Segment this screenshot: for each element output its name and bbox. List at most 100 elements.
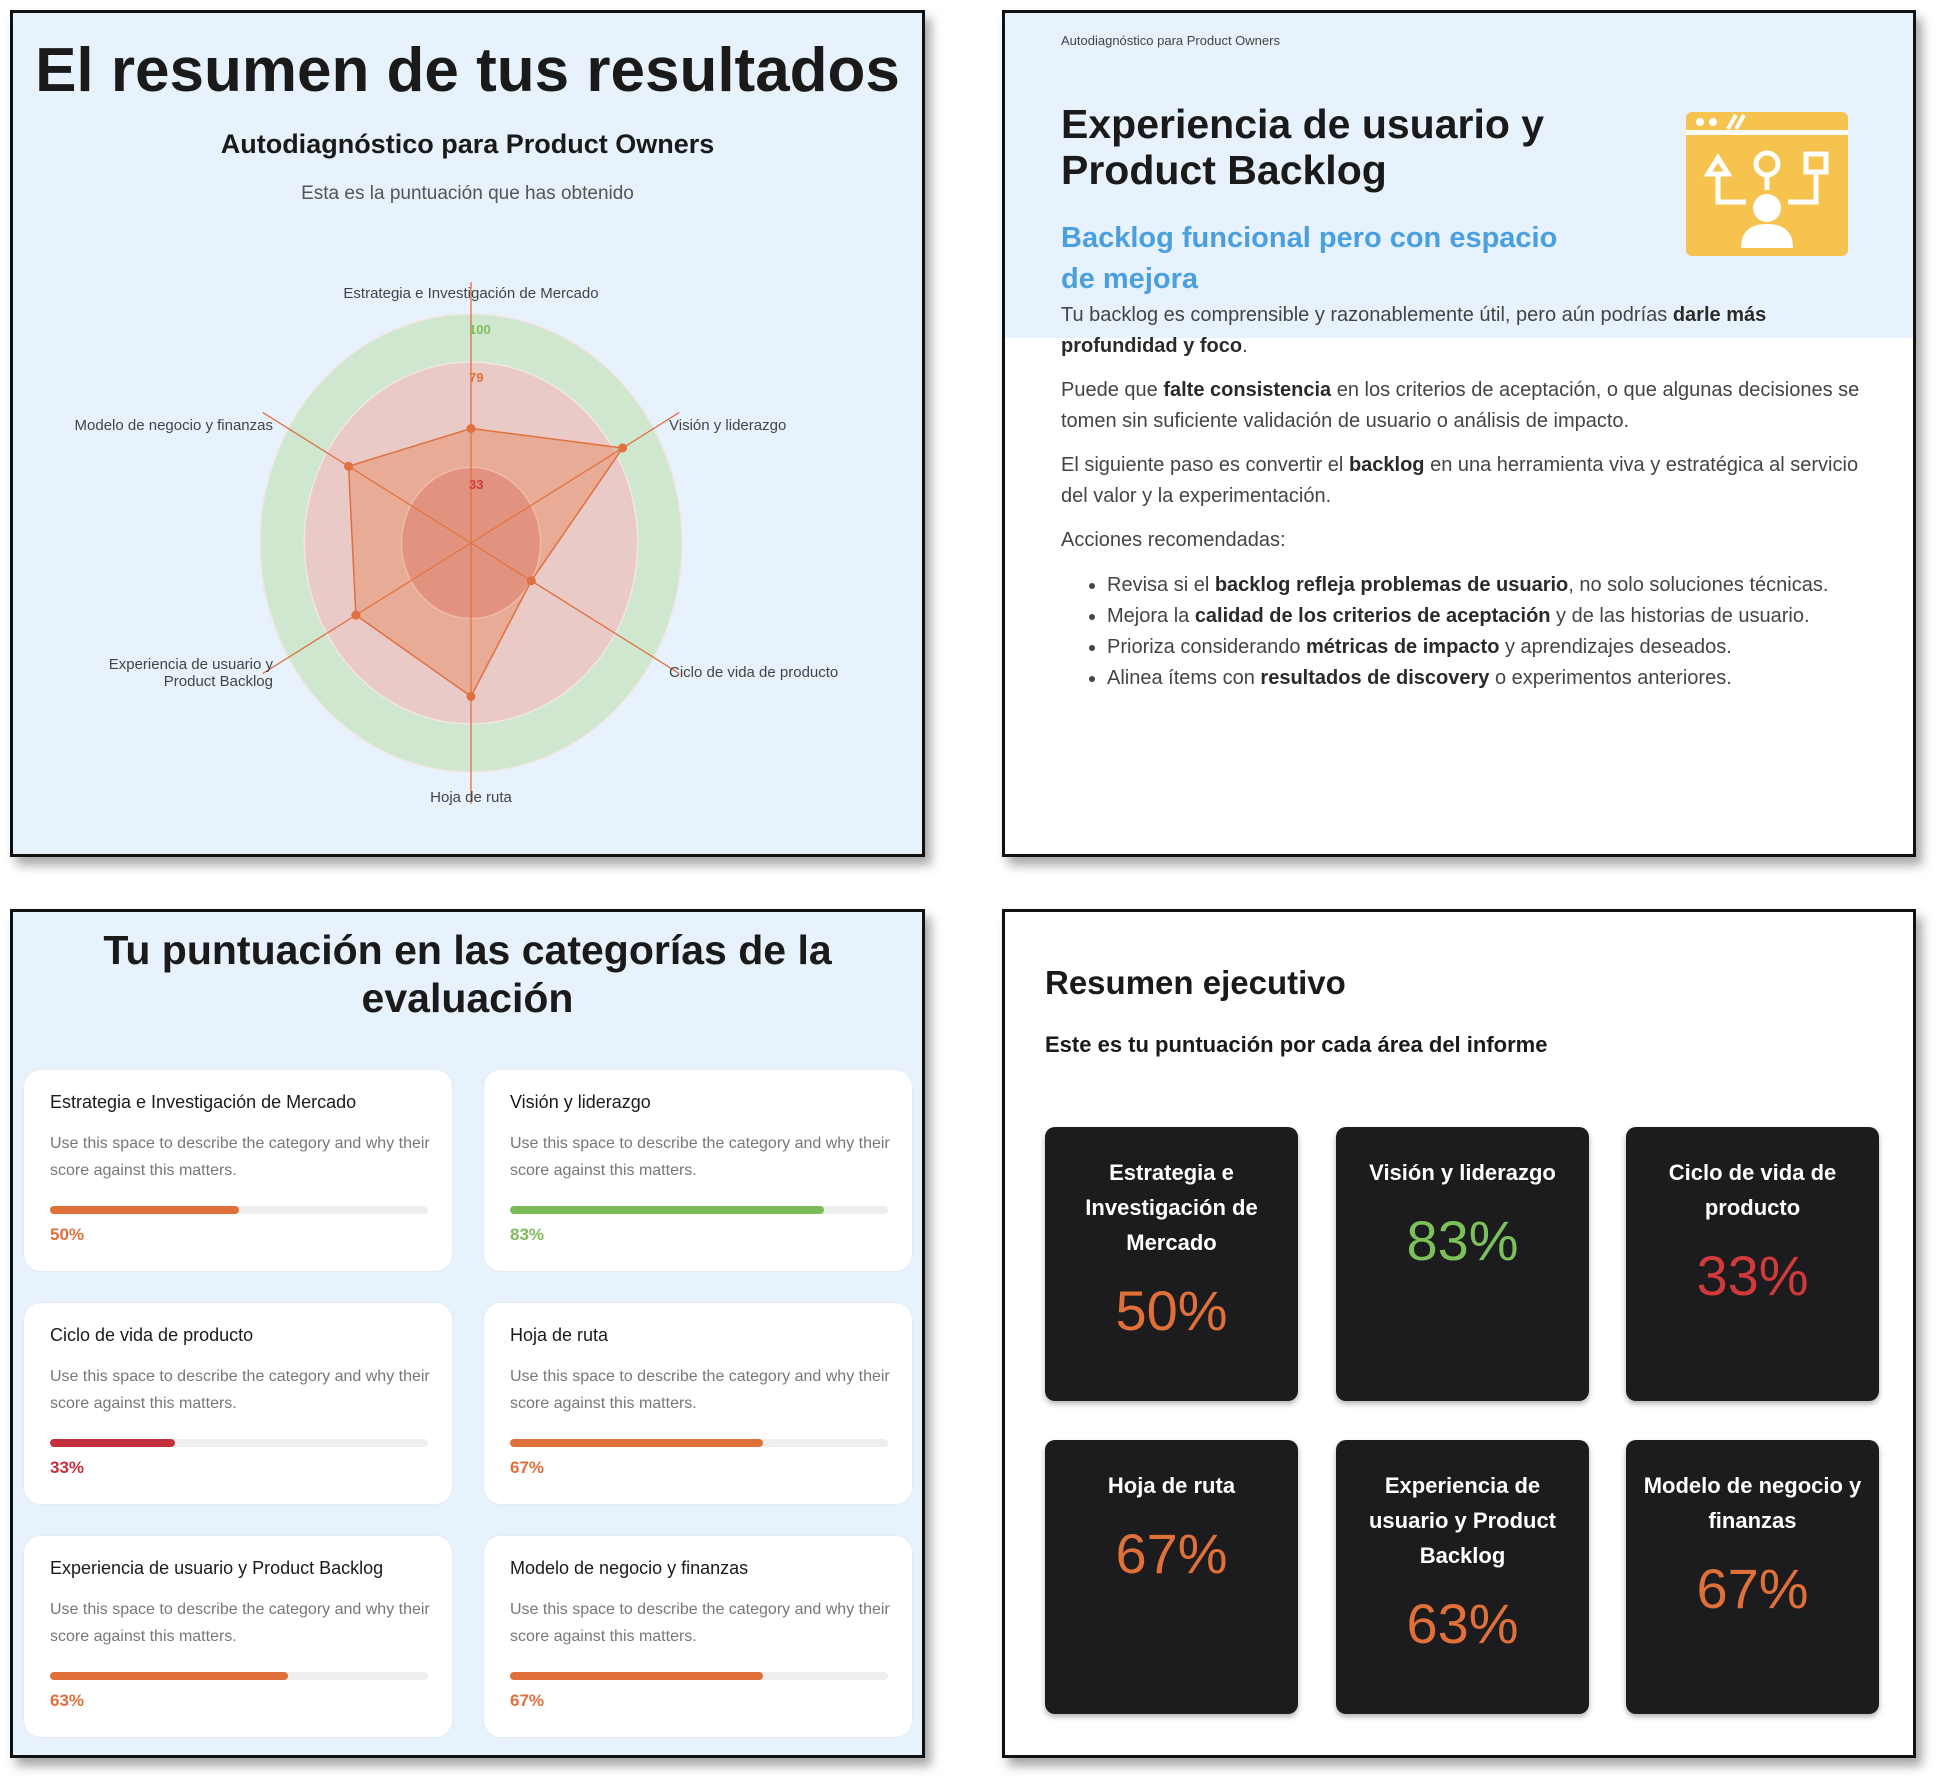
- recommended-actions-list: Revisa si el backlog refleja problemas d…: [1061, 570, 1861, 694]
- category-title: Ciclo de vida de producto: [50, 1325, 254, 1345]
- list-item: Alinea ítems con resultados de discovery…: [1107, 663, 1861, 694]
- category-title: Estrategia e Investigación de Mercado: [50, 1092, 357, 1112]
- radar-axis-label: Estrategia e Investigación de Mercado: [343, 285, 599, 302]
- body-text: en una herramienta viva y estratégica al…: [1061, 454, 1859, 507]
- score-tile-value: 33%: [1696, 1244, 1809, 1307]
- category-title: Experiencia de usuario y Product Backlog: [1061, 101, 1544, 193]
- score-tile: Modelo de negocio y finanzas 67%: [1626, 1440, 1879, 1714]
- paragraph: Puede que falte consistencia en los crit…: [1061, 375, 1861, 437]
- score-percent: 83%: [510, 1225, 545, 1244]
- score-tile-value: 63%: [1406, 1592, 1519, 1655]
- radar-axis-label: Ciclo de vida de producto: [669, 664, 839, 681]
- radar-data-point: [618, 443, 628, 453]
- body-text: en los criterios de aceptación, o que al…: [1061, 379, 1860, 432]
- score-percent: 67%: [510, 1691, 545, 1710]
- body-text: Tu backlog es comprensible y razonableme…: [1061, 304, 1673, 326]
- paragraph: Tu backlog es comprensible y razonableme…: [1061, 300, 1861, 362]
- progress-bar: [50, 1672, 428, 1680]
- score-tile-value: 50%: [1115, 1279, 1228, 1342]
- body-text: El siguiente paso es convertir el: [1061, 454, 1349, 476]
- score-tile-value: 67%: [1115, 1522, 1228, 1585]
- emphasis-text: métricas de impacto: [1306, 636, 1500, 658]
- title-line: Experiencia de usuario y: [1061, 101, 1545, 147]
- progress-bar: [510, 1206, 888, 1214]
- score-percent: 50%: [50, 1225, 85, 1244]
- body-text: .: [1242, 335, 1248, 357]
- emphasis-text: backlog refleja problemas de usuario: [1214, 574, 1569, 596]
- list-item: Mejora la calidad de los criterios de ac…: [1107, 601, 1861, 632]
- category-card: Ciclo de vida de producto Use this space …: [23, 1302, 453, 1505]
- score-tile-title: Hoja de ruta: [1107, 1473, 1236, 1498]
- body-text: Prioriza considerando: [1107, 636, 1306, 658]
- category-description: Use this space to describe the category …: [50, 1368, 430, 1412]
- body-text: Puede que: [1061, 379, 1164, 401]
- radar-tick-label: 33: [469, 477, 484, 492]
- title-line: Product Backlog: [1061, 147, 1387, 193]
- radar-data-point: [351, 610, 361, 620]
- body-text: y de las historias de usuario.: [1550, 605, 1810, 627]
- body-text: Alinea ítems con: [1107, 667, 1261, 689]
- emphasis-text: calidad de los criterios de aceptación: [1194, 605, 1551, 627]
- title-line: evaluación: [361, 975, 574, 1021]
- category-description: Use this space to describe the category …: [50, 1135, 430, 1179]
- category-detail-panel: Autodiagnóstico para Product Owners Expe…: [1002, 10, 1916, 857]
- score-tile-title: Ciclo de vida de producto: [1668, 1160, 1837, 1220]
- category-title: Experiencia de usuario y Product Backlog: [50, 1558, 384, 1578]
- radar-axis-line: [470, 411, 680, 544]
- progress-fill: [50, 1439, 175, 1447]
- emphasis-text: backlog: [1348, 454, 1425, 476]
- progress-fill: [510, 1439, 764, 1447]
- radar-axis-label: Experiencia de usuario y Product Backlog: [108, 656, 273, 690]
- score-tile: Visión y liderazgo 83%: [1336, 1127, 1589, 1401]
- title-line: Tu puntuación en las categorías de la: [103, 927, 832, 973]
- category-card: Hoja de ruta Use this space to describe t…: [483, 1302, 913, 1505]
- radar-tick-label: 79: [469, 370, 484, 385]
- paragraph: Acciones recomendadas:: [1061, 525, 1861, 556]
- radar-axis-line: [262, 542, 472, 675]
- score-tile: Experiencia de usuario y Product Backlog…: [1336, 1440, 1589, 1714]
- radar-axis-line: [470, 542, 680, 675]
- list-item: Prioriza considerando métricas de impact…: [1107, 632, 1861, 663]
- score-percent: 67%: [510, 1458, 545, 1477]
- radar-tick-label: 100: [469, 322, 491, 337]
- score-tile-title: Visión y liderazgo: [1369, 1160, 1556, 1185]
- user-flow-window-icon: [1686, 112, 1848, 256]
- category-title: Modelo de negocio y finanzas: [510, 1558, 749, 1578]
- body-text: Acciones recomendadas:: [1061, 529, 1286, 551]
- section-title: Resumen ejecutivo: [1045, 964, 1346, 1001]
- body-text: , no solo soluciones técnicas.: [1568, 574, 1829, 596]
- section-subtitle: Este es tu puntuación por cada área del …: [1045, 1032, 1548, 1057]
- caption: Esta es la puntuación que has obtenido: [301, 183, 634, 204]
- score-tile: Hoja de ruta 67%: [1045, 1440, 1298, 1714]
- category-scores-panel: Tu puntuación en las categorías de la ev…: [10, 909, 925, 1758]
- radar-data-point: [466, 424, 476, 433]
- body-text: Revisa si el: [1107, 574, 1215, 596]
- score-tile-title: Estrategia e Investigación de Mercado: [1085, 1160, 1258, 1255]
- score-percent: 63%: [50, 1691, 85, 1710]
- radar-data-point: [526, 576, 536, 586]
- score-tile-title: Experiencia de usuario y Product Backlog: [1368, 1473, 1557, 1568]
- score-tile-value: 67%: [1696, 1557, 1809, 1620]
- progress-bar: [50, 1206, 428, 1214]
- progress-fill: [510, 1672, 764, 1680]
- score-tile: Ciclo de vida de producto 33%: [1626, 1127, 1879, 1401]
- progress-fill: [50, 1672, 289, 1680]
- category-card: Experiencia de usuario y Product Backlog…: [23, 1535, 453, 1738]
- score-tile-value: 83%: [1406, 1209, 1519, 1272]
- score-percent: 33%: [50, 1458, 85, 1477]
- radar-data-point: [344, 461, 354, 471]
- progress-bar: [510, 1672, 888, 1680]
- results-summary-panel: El resumen de tus resultados Autodiagnós…: [10, 10, 925, 857]
- category-card: Modelo de negocio y finanzas Use this spa…: [483, 1535, 913, 1738]
- category-card: Visión y liderazgo Use this space to desc…: [483, 1069, 913, 1272]
- category-title: Hoja de ruta: [510, 1325, 609, 1345]
- radar-data-point: [466, 691, 476, 701]
- verdict-line: de mejora: [1061, 263, 1198, 295]
- category-description: Use this space to describe the category …: [510, 1135, 890, 1179]
- category-title: Visión y liderazgo: [510, 1092, 651, 1112]
- radar-axis-line: [262, 411, 472, 544]
- progress-bar: [50, 1439, 428, 1447]
- paragraph: El siguiente paso es convertir el backlo…: [1061, 450, 1861, 512]
- category-description: Use this space to describe the category …: [50, 1601, 430, 1645]
- radar-axis-label: Visión y liderazgo: [669, 417, 787, 434]
